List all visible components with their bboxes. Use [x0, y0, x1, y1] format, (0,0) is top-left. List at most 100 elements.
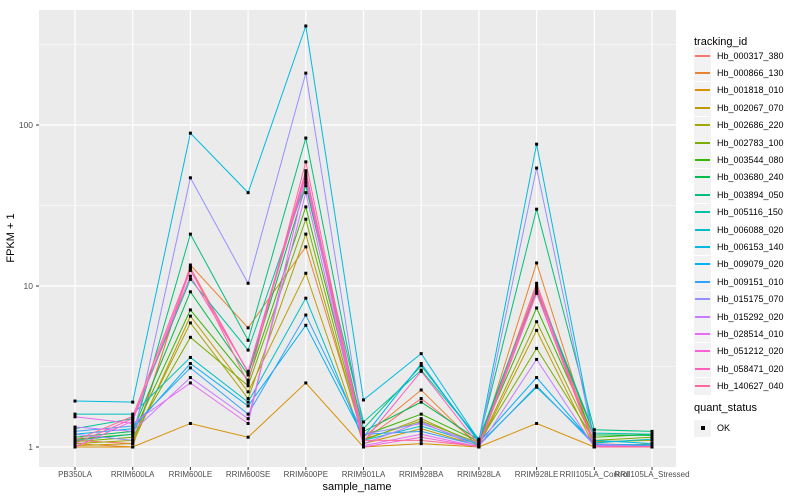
data-point: [535, 357, 539, 361]
data-point: [246, 397, 250, 401]
data-point: [188, 376, 192, 380]
legend-label: Hb_000317_380: [717, 50, 784, 61]
legend-label: Hb_002783_100: [717, 137, 784, 148]
colored-line-icon: [695, 263, 710, 266]
line-key-icon: [694, 308, 711, 325]
data-point: [304, 136, 308, 140]
data-point: [419, 438, 423, 442]
x-axis-title: sample_name: [322, 481, 392, 493]
x-tick-label: RRIM928BA: [398, 470, 444, 479]
data-point: [535, 376, 539, 380]
line-key-icon: [694, 134, 711, 151]
data-point: [246, 191, 250, 195]
line-key-icon: [694, 255, 711, 273]
data-point: [188, 381, 192, 385]
data-point: [131, 414, 135, 418]
data-point: [73, 432, 77, 436]
data-point: [188, 131, 192, 135]
data-point: [246, 400, 250, 404]
data-point: [419, 369, 423, 373]
data-point: [419, 420, 423, 424]
legend-entry-Hb_003544_080: Hb_003544_080: [694, 151, 784, 169]
data-point: [131, 417, 135, 421]
data-point: [535, 320, 539, 324]
data-point: [304, 245, 308, 249]
data-point: [304, 232, 308, 236]
data-point: [188, 366, 192, 370]
legend-entry-Hb_002067_070: Hb_002067_070: [694, 99, 784, 117]
colored-line-icon: [695, 211, 710, 214]
colored-line-icon: [695, 367, 710, 370]
data-point: [592, 431, 596, 435]
legend-entry-Hb_006153_140: Hb_006153_140: [694, 238, 784, 256]
legend-label: Hb_015175_070: [717, 294, 784, 305]
data-point: [419, 400, 423, 404]
data-point: [188, 321, 192, 325]
line-key-icon: [694, 377, 711, 395]
legend-entry-Hb_001818_010: Hb_001818_010: [694, 81, 784, 99]
data-point: [362, 432, 365, 436]
line-key-icon: [694, 360, 711, 378]
data-point: [304, 381, 308, 385]
data-point: [535, 281, 539, 285]
legend-entry-Hb_002783_100: Hb_002783_100: [694, 134, 784, 151]
data-point: [73, 442, 77, 446]
line-key-icon: [694, 221, 711, 238]
line-key-icon: [694, 342, 711, 360]
data-point: [304, 323, 308, 327]
data-point: [362, 398, 365, 402]
data-point: [362, 435, 365, 439]
colored-line-icon: [695, 89, 710, 92]
legend-entry-Hb_009079_020: Hb_009079_020: [694, 255, 784, 273]
data-point: [419, 397, 423, 401]
colored-line-icon: [695, 280, 710, 283]
colored-line-icon: [695, 141, 710, 144]
data-point: [131, 432, 135, 436]
data-point: [73, 415, 77, 419]
colored-line-icon: [695, 193, 710, 196]
legend-label: Hb_028514_010: [717, 328, 784, 339]
data-point: [535, 207, 539, 211]
data-point: [246, 384, 250, 388]
data-point: [131, 438, 135, 442]
legend-entry-Hb_006088_020: Hb_006088_020: [694, 221, 784, 238]
data-point: [246, 421, 250, 425]
data-point: [73, 427, 77, 431]
line-key-icon: [694, 81, 711, 99]
legend-label: Hb_002067_070: [717, 102, 784, 113]
colored-line-icon: [695, 385, 710, 388]
data-point: [188, 277, 192, 281]
data-point: [304, 169, 308, 173]
data-point: [131, 435, 135, 439]
data-point: [535, 421, 539, 425]
y-tick-label: 10: [23, 281, 33, 291]
x-tick-label: RRIM928LE: [514, 470, 559, 479]
legend-title-tracking-id: tracking_id: [694, 36, 748, 48]
data-point: [246, 412, 250, 416]
data-point: [535, 328, 539, 332]
legend-label: Hb_051212_020: [717, 346, 784, 357]
legend-label: Hb_003894_050: [717, 189, 784, 200]
x-tick-label: RRII105LA_Stressed: [614, 470, 690, 479]
legend-entry-quant-ok: OK: [694, 419, 730, 437]
data-point: [304, 160, 308, 164]
data-point: [131, 429, 135, 433]
data-point: [131, 424, 135, 428]
data-point: [592, 433, 596, 437]
y-axis-title: FPKM + 1: [5, 213, 17, 263]
data-point: [304, 180, 308, 184]
data-point: [419, 435, 423, 439]
line-key-icon: [694, 273, 711, 291]
x-tick-label: RRIM928LA: [457, 470, 501, 479]
legend-label: Hb_015292_020: [717, 311, 784, 322]
colored-line-icon: [695, 332, 710, 335]
legend-label: Hb_006153_140: [717, 241, 784, 252]
data-point: [650, 445, 654, 449]
data-point: [477, 444, 481, 448]
data-point: [304, 217, 308, 221]
data-point: [246, 417, 250, 421]
data-point: [304, 205, 308, 209]
data-point: [419, 412, 423, 416]
data-point: [246, 326, 250, 330]
